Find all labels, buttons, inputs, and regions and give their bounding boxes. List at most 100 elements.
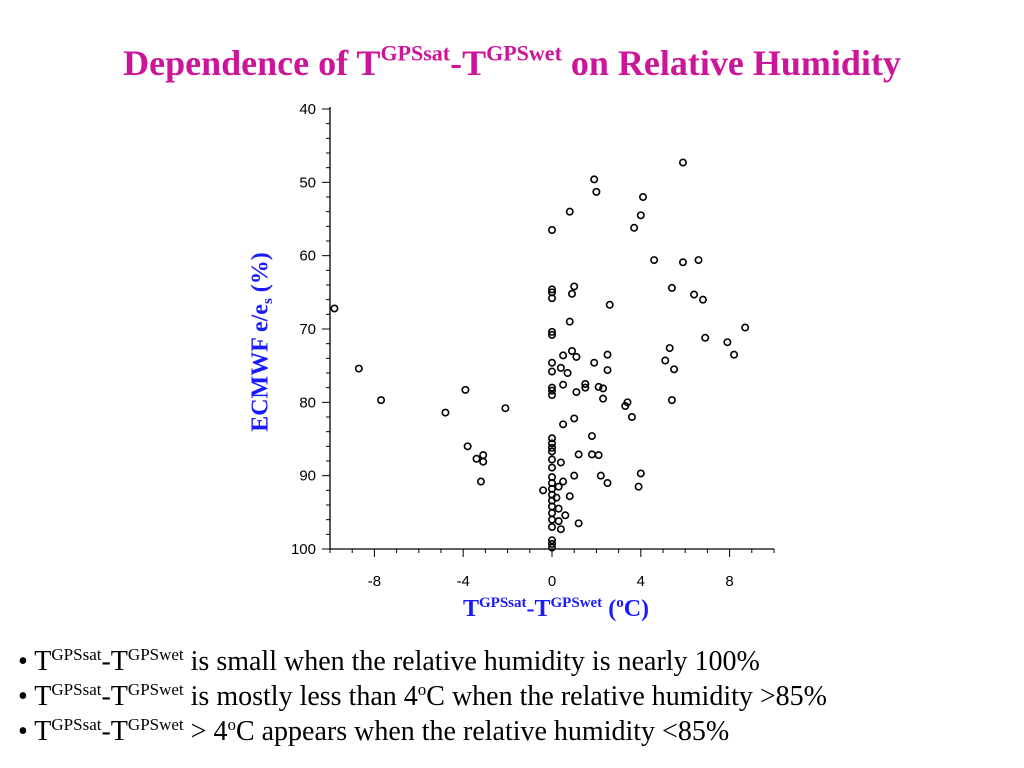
data-point [479, 457, 488, 466]
data-point [572, 352, 581, 361]
data-point [678, 258, 687, 267]
data-point [665, 344, 674, 353]
x-tick-label: -4 [457, 573, 470, 590]
bullet-item: • TGPSsat-TGPSwet is small when the rela… [18, 644, 827, 679]
data-point [630, 223, 639, 232]
y-tick-label: 50 [299, 174, 316, 191]
data-point [565, 317, 574, 326]
bullet-deg: o [417, 679, 427, 699]
data-point [559, 477, 568, 486]
bullet-text-a: > 4 [183, 716, 228, 747]
data-point [603, 478, 612, 487]
data-point [547, 330, 556, 339]
x-axis-label: TGPSsat-TGPSwet (oC) [463, 596, 649, 623]
data-point [723, 338, 732, 347]
data-point [547, 543, 556, 552]
data-point [547, 226, 556, 235]
data-point [701, 333, 710, 342]
data-point [690, 290, 699, 299]
data-point [741, 323, 750, 332]
x-axis-label-unit-sup: o [616, 595, 624, 611]
data-point [563, 368, 572, 377]
data-point [547, 447, 556, 456]
data-point [547, 386, 556, 395]
x-axis-label-sup2: GPSwet [550, 595, 603, 611]
title-pre: Dependence of [123, 43, 357, 83]
data-point [605, 300, 614, 309]
title-mid: -T [450, 43, 487, 83]
bullet-list: • TGPSsat-TGPSwet is small when the rela… [18, 644, 827, 749]
bullet-t2: -T [101, 716, 128, 747]
y-tick-label: 60 [299, 248, 316, 265]
data-point [554, 482, 563, 491]
data-point [559, 380, 568, 389]
data-point [565, 492, 574, 501]
data-point [547, 443, 556, 452]
data-point [587, 432, 596, 441]
scatter-plot: 40 50 60 70 80 90 100 -8 -4 0 4 8 [291, 101, 775, 590]
bullet-mark: • [18, 646, 35, 677]
bullet-t2: -T [101, 681, 128, 712]
bullet-mark: • [18, 681, 35, 712]
bullet-t2: -T [101, 646, 128, 677]
data-point [547, 434, 556, 443]
data-point [547, 390, 556, 399]
bullet-item: • TGPSsat-TGPSwet > 4oC appears when the… [18, 714, 827, 749]
y-axis-label-main: ECMWF e/e [247, 304, 274, 432]
data-point [547, 463, 556, 472]
data-point [547, 358, 556, 367]
x-axis-label-unit-post: C) [623, 596, 650, 622]
bullet-text-b: C appears when the relative humidity <85… [235, 716, 730, 747]
data-point [567, 289, 576, 298]
y-tick-label: 40 [299, 101, 316, 118]
data-point [636, 211, 645, 220]
data-point [650, 256, 659, 265]
data-point [661, 356, 670, 365]
data-point [556, 363, 565, 372]
title-t1: T [356, 43, 381, 83]
x-axis-label-sup1: GPSsat [479, 595, 527, 611]
data-point [547, 383, 556, 392]
data-point [570, 282, 579, 291]
bullet-text-a: is mostly less than 4 [183, 681, 418, 712]
bullet-text-a: is small when the relative humidity is n… [183, 646, 760, 677]
data-point [594, 382, 603, 391]
bullet-sup1: GPSsat [51, 679, 102, 699]
data-point [667, 283, 676, 292]
data-point [479, 451, 488, 460]
data-point [587, 450, 596, 459]
bullet-sup1: GPSsat [51, 714, 102, 734]
data-point [694, 256, 703, 265]
data-point [501, 404, 510, 413]
data-point [547, 536, 556, 545]
data-point [627, 412, 636, 421]
data-point [554, 517, 563, 526]
data-point [552, 493, 561, 502]
x-axis-label-pre-unit: ( [602, 596, 617, 622]
data-point [461, 385, 470, 394]
x-tick-label: 4 [637, 573, 645, 590]
data-point [547, 522, 556, 531]
data-point [634, 482, 643, 491]
y-axis-label: ECMWF e/es (%) [247, 252, 277, 432]
x-axis-label-t1: T [462, 596, 479, 622]
data-point [572, 388, 581, 397]
bullet-deg: o [227, 714, 236, 734]
data-point [603, 350, 612, 359]
data-point [377, 396, 386, 405]
data-point [592, 187, 601, 196]
data-point [476, 477, 485, 486]
data-point [594, 451, 603, 460]
y-axis-label-unit: (%) [247, 252, 274, 299]
bullet-sup2: GPSwet [127, 644, 184, 664]
data-point [330, 304, 339, 313]
bullet-t1: T [34, 646, 52, 677]
bullet-mark: • [18, 716, 35, 747]
data-point [556, 458, 565, 467]
data-point [623, 398, 632, 407]
data-point [547, 509, 556, 518]
data-point [547, 285, 556, 294]
data-point [441, 408, 450, 417]
data-point [667, 396, 676, 405]
title-sup2: GPSwet [486, 40, 562, 66]
